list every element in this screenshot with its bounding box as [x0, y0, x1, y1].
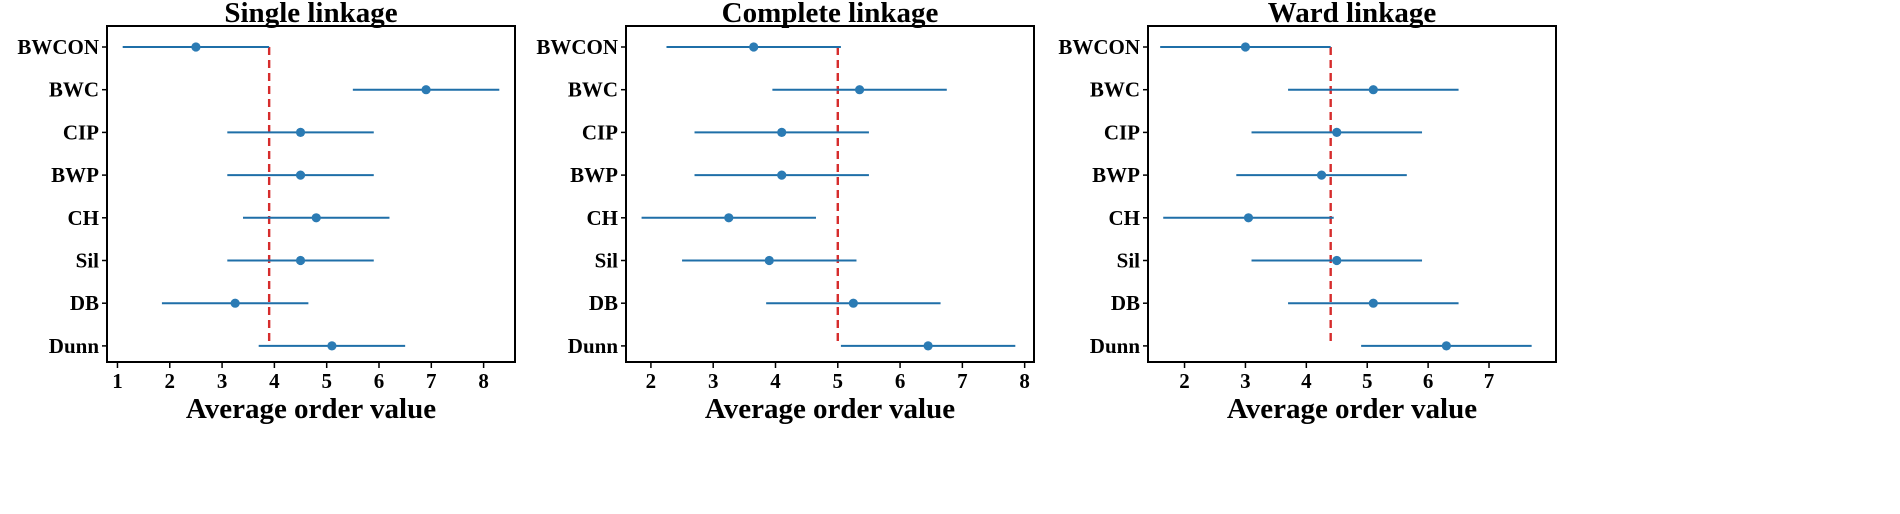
mean-point-db [1368, 298, 1378, 308]
x-tick-label: 5 [321, 369, 332, 393]
x-tick-label: 6 [895, 369, 906, 393]
x-tick-label: 6 [1423, 369, 1434, 393]
y-tick-label-sil: Sil [1117, 249, 1141, 273]
x-tick-label: 2 [1179, 369, 1190, 393]
x-tick-label: 2 [165, 369, 176, 393]
mean-point-bwp [295, 170, 306, 180]
mean-point-sil [1332, 255, 1342, 266]
data-marks [641, 42, 1016, 351]
mean-point-ch [1243, 213, 1254, 223]
plot-frame [106, 25, 516, 363]
x-tick-label: 3 [1240, 369, 1251, 393]
y-tick-labels: BWCON BWC CIP BWP CH Sil DB Dunn [1058, 35, 1148, 358]
y-tick-label-bwcon: BWCON [17, 35, 99, 59]
x-tick-label: 1 [112, 369, 123, 393]
chart-title: Single linkage [224, 0, 397, 29]
x-tick-label: 6 [374, 369, 385, 393]
mean-point-dunn [1441, 341, 1451, 351]
x-tick-label: 2 [646, 369, 657, 393]
mean-point-db [848, 298, 858, 308]
x-axis-label: Average order value [186, 393, 436, 425]
y-tick-label-bwp: BWP [570, 163, 618, 187]
x-axis-label: Average order value [1227, 393, 1477, 425]
mean-point-bwcon [1240, 42, 1251, 52]
mean-point-sil [764, 255, 774, 266]
x-tick-label: 8 [1019, 369, 1030, 393]
mean-point-ch [311, 213, 321, 223]
mean-point-db [230, 298, 240, 308]
x-axis-label: Average order value [705, 393, 955, 425]
y-tick-label-cip: CIP [582, 120, 618, 144]
mean-point-cip [295, 127, 306, 137]
y-tick-label-sil: Sil [76, 249, 100, 273]
x-tick-label: 3 [217, 369, 228, 393]
y-tick-label-bwp: BWP [1092, 163, 1140, 187]
panel-complete-linkage: Complete linkage BWCON BWC CIP BWP CH Sil DB Du… [536, 0, 1035, 425]
y-tick-label-dunn: Dunn [568, 334, 619, 358]
data-marks [1160, 42, 1532, 351]
y-tick-label-ch: CH [1109, 206, 1141, 230]
y-tick-label-dunn: Dunn [1090, 334, 1141, 358]
x-tick-label: 4 [1301, 369, 1312, 393]
x-ticks: 2 3 4 5 6 7 [1179, 362, 1494, 393]
panel-ward-linkage: Ward linkage BWCON BWC CIP BWP CH Sil DB Dunn 2… [1058, 0, 1557, 425]
x-tick-label: 7 [426, 369, 437, 393]
mean-point-bwcon [191, 42, 201, 52]
y-tick-label-sil: Sil [595, 249, 619, 273]
y-tick-label-dunn: Dunn [49, 334, 100, 358]
y-tick-label-cip: CIP [1104, 120, 1140, 144]
x-tick-label: 7 [1484, 369, 1495, 393]
y-tick-label-bwc: BWC [568, 78, 618, 102]
mean-point-sil [295, 255, 306, 266]
x-tick-label: 4 [269, 369, 280, 393]
chart-title: Ward linkage [1268, 0, 1437, 29]
plot-frame [1147, 25, 1557, 363]
x-tick-label: 5 [1362, 369, 1373, 393]
y-tick-label-cip: CIP [63, 120, 99, 144]
y-tick-label-db: DB [589, 291, 618, 315]
mean-point-bwcon [749, 42, 759, 52]
panel-single-linkage: Single linkage BWCON BWC CIP BWP CH Sil DB Dunn… [17, 0, 516, 425]
y-tick-label-db: DB [70, 291, 99, 315]
y-tick-labels: BWCON BWC CIP BWP CH Sil DB Dunn [536, 35, 626, 358]
y-tick-label-bwp: BWP [51, 163, 99, 187]
x-ticks: 1 2 3 4 5 6 7 8 [112, 362, 489, 393]
x-tick-label: 5 [833, 369, 844, 393]
mean-point-bwc [1368, 85, 1378, 95]
y-tick-label-ch: CH [68, 206, 100, 230]
y-tick-label-bwcon: BWCON [536, 35, 618, 59]
y-tick-label-bwcon: BWCON [1058, 35, 1140, 59]
x-tick-label: 8 [478, 369, 489, 393]
y-tick-label-ch: CH [587, 206, 619, 230]
mean-point-cip [1332, 127, 1342, 137]
chart-title: Complete linkage [722, 0, 939, 29]
x-tick-label: 4 [770, 369, 781, 393]
y-tick-label-db: DB [1111, 291, 1140, 315]
x-tick-label: 3 [708, 369, 719, 393]
mean-point-dunn [923, 341, 933, 351]
y-tick-labels: BWCON BWC CIP BWP CH Sil DB Dunn [17, 35, 107, 358]
mean-point-bwp [777, 170, 787, 180]
mean-point-bwc [421, 85, 431, 95]
y-tick-label-bwc: BWC [1090, 78, 1140, 102]
x-ticks: 2 3 4 5 6 7 8 [646, 362, 1030, 393]
mean-point-dunn [327, 341, 337, 351]
data-marks [122, 42, 500, 351]
mean-point-bwp [1316, 170, 1327, 180]
y-tick-label-bwc: BWC [49, 78, 99, 102]
x-tick-label: 7 [957, 369, 968, 393]
mean-point-cip [777, 127, 787, 137]
plot-frame [625, 25, 1035, 363]
mean-point-bwc [854, 85, 865, 95]
mean-point-ch [724, 213, 734, 223]
